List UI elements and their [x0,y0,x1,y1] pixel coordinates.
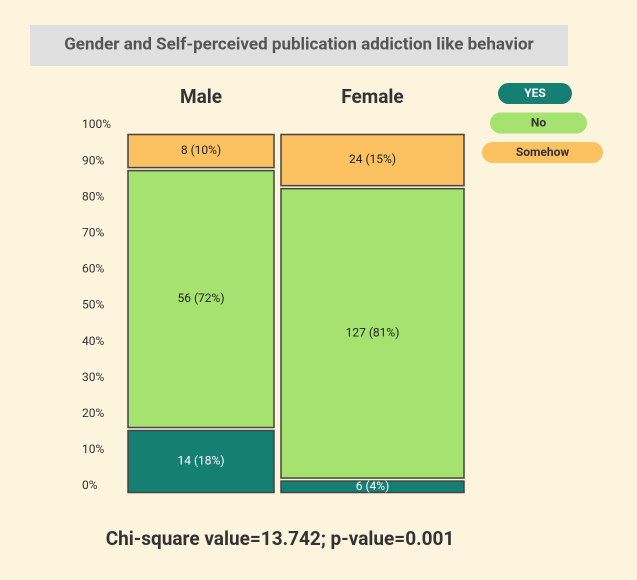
legend-label: YES [524,86,546,100]
legend-label: Somehow [516,145,570,159]
annotation: Chi-square value=13.742; p-value=0.001 [106,527,455,550]
y-tick-label: 10% [82,442,104,456]
y-tick-label: 90% [82,153,104,167]
title-box [30,25,568,66]
y-tick-label: 20% [82,406,104,420]
data-label: 14 (18%) [177,454,224,468]
y-tick-label: 70% [82,225,104,239]
y-tick-label: 40% [82,334,104,348]
y-tick-label: 80% [82,189,104,203]
bar-segment [127,169,275,429]
legend-label: No [531,116,546,130]
x-tick-label: Female [341,85,403,108]
bar-segment [280,480,465,494]
data-label: 56 (72%) [177,291,224,305]
bar-segment [127,133,275,169]
y-tick-label: 30% [82,370,104,384]
y-tick-label: 60% [82,262,104,276]
legend-swatch [482,142,603,163]
data-label: 127 (81%) [346,326,400,340]
legend-swatch [490,112,587,134]
bar-segment [280,187,465,479]
data-label: 8 (10%) [181,143,221,157]
data-label: 6 (4%) [356,479,390,493]
legend-swatch [498,83,572,104]
y-tick-label: 50% [82,298,104,312]
data-label: 24 (15%) [349,152,396,166]
bar-segment [127,429,275,494]
y-tick-label: 0% [82,478,98,492]
y-tick-label: 100% [82,117,111,131]
x-tick-label: Male [180,85,222,108]
chart-title: Gender and Self-perceived publication ad… [64,34,534,54]
bar-segment [280,133,465,187]
